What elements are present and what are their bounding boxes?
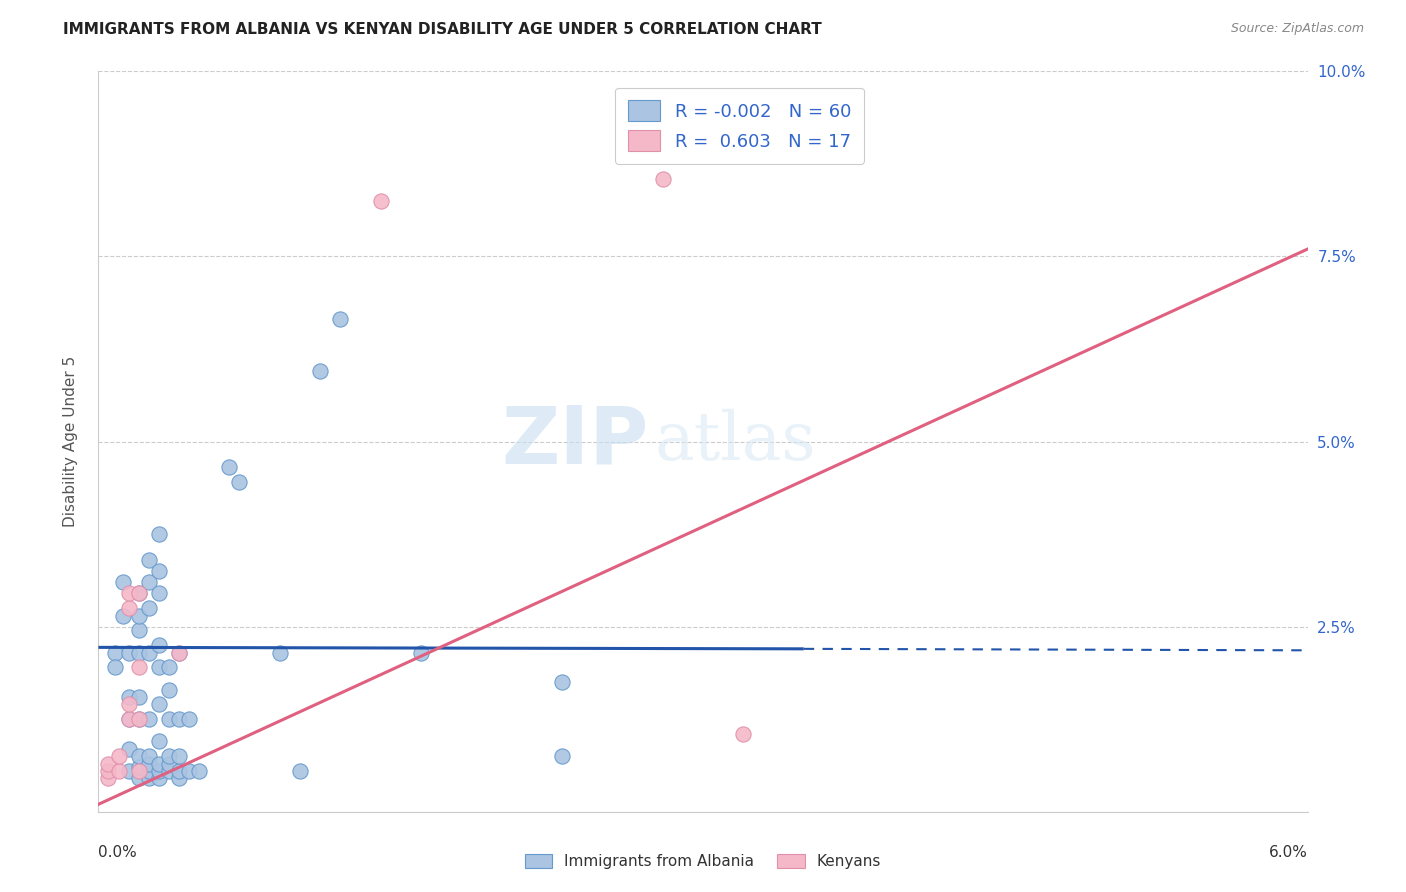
Point xyxy=(167,749,190,764)
Point xyxy=(218,460,240,475)
Point xyxy=(148,764,170,778)
Point xyxy=(148,586,170,600)
Point xyxy=(309,364,332,378)
Point xyxy=(651,171,673,186)
Point xyxy=(138,646,160,660)
Point xyxy=(157,764,180,778)
Point xyxy=(269,646,291,660)
Text: atlas: atlas xyxy=(655,409,815,475)
Point xyxy=(157,756,180,771)
Point xyxy=(148,734,170,748)
Point xyxy=(111,608,134,623)
Point xyxy=(157,749,180,764)
Point xyxy=(138,764,160,778)
Point xyxy=(409,646,432,660)
Point xyxy=(551,749,574,764)
Point xyxy=(118,601,141,615)
Point xyxy=(118,764,141,778)
Point xyxy=(111,575,134,590)
Point xyxy=(128,608,150,623)
Point xyxy=(167,646,190,660)
Point xyxy=(118,646,141,660)
Point xyxy=(128,586,150,600)
Point xyxy=(551,675,574,690)
Point xyxy=(157,712,180,726)
Point xyxy=(128,764,150,778)
Point xyxy=(188,764,211,778)
Point xyxy=(138,575,160,590)
Point xyxy=(329,312,352,326)
Point xyxy=(167,646,190,660)
Point xyxy=(157,660,180,674)
Point xyxy=(107,749,129,764)
Text: 6.0%: 6.0% xyxy=(1268,845,1308,860)
Legend: R = -0.002   N = 60, R =  0.603   N = 17: R = -0.002 N = 60, R = 0.603 N = 17 xyxy=(614,87,863,164)
Point xyxy=(107,764,129,778)
Legend: Immigrants from Albania, Kenyans: Immigrants from Albania, Kenyans xyxy=(519,848,887,875)
Point xyxy=(167,712,190,726)
Point xyxy=(148,638,170,652)
Point xyxy=(148,698,170,712)
Point xyxy=(128,586,150,600)
Point xyxy=(97,764,120,778)
Point xyxy=(128,660,150,674)
Point xyxy=(138,712,160,726)
Point xyxy=(157,682,180,697)
Point xyxy=(138,749,160,764)
Point xyxy=(138,772,160,786)
Point xyxy=(228,475,250,490)
Point xyxy=(148,660,170,674)
Point xyxy=(128,712,150,726)
Point xyxy=(148,564,170,578)
Point xyxy=(148,772,170,786)
Text: 0.0%: 0.0% xyxy=(98,845,138,860)
Point xyxy=(118,712,141,726)
Point xyxy=(370,194,392,208)
Point xyxy=(288,764,311,778)
Point xyxy=(138,601,160,615)
Point xyxy=(148,756,170,771)
Point xyxy=(167,772,190,786)
Point xyxy=(138,553,160,567)
Text: ZIP: ZIP xyxy=(502,402,648,481)
Point xyxy=(118,690,141,704)
Text: Source: ZipAtlas.com: Source: ZipAtlas.com xyxy=(1230,22,1364,36)
Point xyxy=(128,749,150,764)
Text: IMMIGRANTS FROM ALBANIA VS KENYAN DISABILITY AGE UNDER 5 CORRELATION CHART: IMMIGRANTS FROM ALBANIA VS KENYAN DISABI… xyxy=(63,22,823,37)
Point xyxy=(118,586,141,600)
Point xyxy=(138,756,160,771)
Point xyxy=(179,712,201,726)
Point xyxy=(128,712,150,726)
Point xyxy=(128,624,150,638)
Point xyxy=(103,646,125,660)
Point xyxy=(733,727,755,741)
Point xyxy=(128,646,150,660)
Point xyxy=(148,527,170,541)
Point xyxy=(167,764,190,778)
Point xyxy=(97,772,120,786)
Y-axis label: Disability Age Under 5: Disability Age Under 5 xyxy=(63,356,77,527)
Point xyxy=(118,698,141,712)
Point xyxy=(128,760,150,774)
Point xyxy=(118,712,141,726)
Point xyxy=(128,772,150,786)
Point xyxy=(103,660,125,674)
Point xyxy=(118,741,141,756)
Point xyxy=(179,764,201,778)
Point xyxy=(97,756,120,771)
Point xyxy=(128,690,150,704)
